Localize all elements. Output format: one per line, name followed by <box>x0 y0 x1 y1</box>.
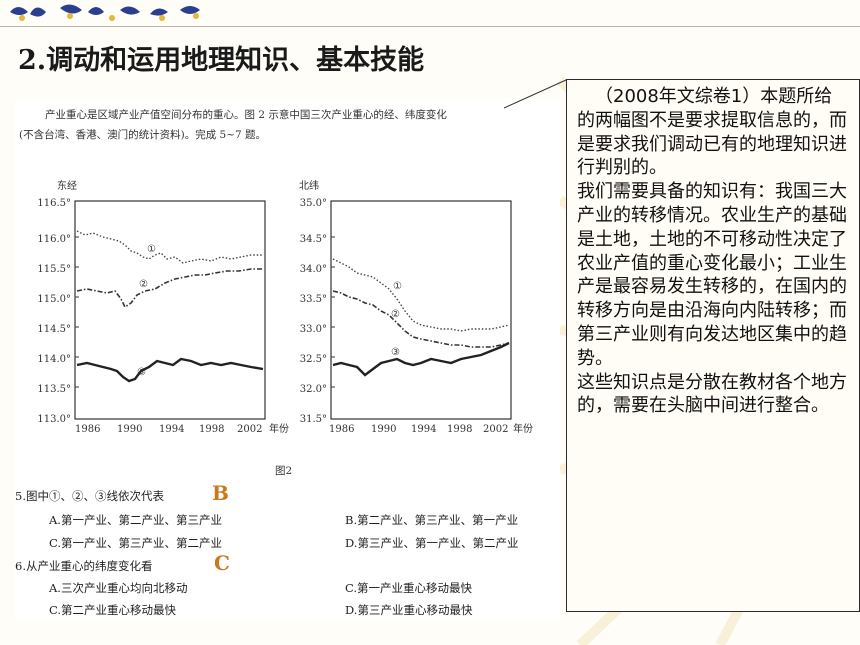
left-y-tick: 115.0° <box>37 294 71 305</box>
intro-line-1: 产业重心是区域产业产值空间分布的重心。图 2 示意中国三次产业重心的经、纬度变化 <box>45 109 447 121</box>
doc-intro: 产业重心是区域产业产值空间分布的重心。图 2 示意中国三次产业重心的经、纬度变化… <box>19 105 559 145</box>
right-y-tick: 34.5° <box>300 234 327 245</box>
left-marker-1: ① <box>147 244 156 255</box>
right-y-tick: 33.5° <box>300 294 327 305</box>
right-y-tick: 31.5° <box>300 414 327 425</box>
explanation-box: （2008年文综卷1）本题所给的两幅图不是要求提取信息的，而是要求我们调动已有的… <box>566 79 860 612</box>
left-x-tick: 1994 <box>159 424 184 435</box>
right-x-tick: 1986 <box>329 424 354 435</box>
right-marker-3: ③ <box>391 347 400 358</box>
intro-line-2: (不含台湾、香港、澳门的统计资料)。完成 5~7 题。 <box>19 129 267 141</box>
right-y-tick: 33.0° <box>300 324 327 335</box>
right-plot-frame <box>330 200 512 420</box>
q5-option-b: B.第二产业、第三产业、第一产业 <box>345 513 519 527</box>
q5-option-d: D.第三产业、第一产业、第二产业 <box>345 536 519 550</box>
left-plot-frame <box>74 200 266 420</box>
note-paragraph-1: （2008年文综卷1）本题所给的两幅图不是要求提取信息的，而是要求我们调动已有的… <box>577 86 847 179</box>
left-y-ticks: 116.5° 116.0° 115.5° 115.0° 114.5° 114.0… <box>37 198 71 425</box>
right-x-tick: 1990 <box>371 424 396 435</box>
q5-stem: 5.图中①、②、③线依次代表 <box>15 489 164 503</box>
left-y-tick: 113.0° <box>37 414 71 425</box>
left-y-tick: 116.0° <box>37 234 71 245</box>
left-y-tick: 114.5° <box>37 324 71 335</box>
q6-option-a: A.三次产业重心均向北移动 <box>49 581 188 595</box>
right-curve-2 <box>332 290 510 348</box>
left-curve-3 <box>76 357 264 383</box>
left-marker-3: ③ <box>137 367 146 378</box>
right-x-unit: 年份 <box>513 422 533 435</box>
right-x-tick: 1994 <box>411 424 436 435</box>
left-x-tick: 1998 <box>199 424 224 435</box>
right-marker-2: ② <box>391 309 400 320</box>
right-curve-1 <box>332 258 510 332</box>
right-y-ticks: 35.0° 34.5° 34.0° 33.5° 33.0° 32.5° 32.0… <box>300 198 327 425</box>
left-x-unit: 年份 <box>269 422 289 435</box>
q6-option-d: D.第三产业重心移动最快 <box>345 603 473 617</box>
left-y-tick: 115.5° <box>37 264 71 275</box>
left-curve-1 <box>76 230 263 264</box>
q5-answer: B <box>212 481 229 505</box>
right-x-tick: 2002 <box>483 424 508 435</box>
right-marker-1: ① <box>393 281 402 292</box>
note-paragraph-2: 我们需要具备的知识有：我国三大产业的转移情况。农业生产的基础是土地，土地的不可移… <box>577 181 847 369</box>
left-x-tick: 1986 <box>75 424 100 435</box>
left-marker-2: ② <box>139 279 148 290</box>
left-curve-2 <box>76 268 263 309</box>
right-x-ticks: 1986 1990 1994 1998 2002 年份 <box>329 422 533 435</box>
note-paragraph-3: 这些知识点是分散在教材各个地方的，需要在头脑中间进行整合。 <box>577 371 847 417</box>
figure-label: 图2 <box>275 465 293 477</box>
right-y-tick: 35.0° <box>300 198 327 209</box>
q5-option-a: A.第一产业、第二产业、第三产业 <box>49 513 222 527</box>
right-y-tick: 32.5° <box>300 354 327 365</box>
slide-title: 2.调动和运用地理知识、基本技能 <box>18 45 425 76</box>
left-x-ticks: 1986 1990 1994 1998 2002 年份 <box>75 422 289 435</box>
right-y-title: 北纬 <box>299 179 319 192</box>
left-chart: 东经 116.5° 116.0° 115.5° 115.0° 114.5° 11… <box>37 179 289 435</box>
q6-option-c: C.第一产业重心移动最快 <box>345 581 473 595</box>
left-x-tick: 1990 <box>117 424 142 435</box>
right-y-tick: 32.0° <box>300 384 327 395</box>
q5-option-c: C.第一产业、第三产业、第二产业 <box>49 536 223 550</box>
left-y-tick: 116.5° <box>37 198 71 209</box>
right-chart: 北纬 35.0° 34.5° 34.0° 33.5° 33.0° 32.5° 3… <box>299 179 533 435</box>
left-y-tick: 114.0° <box>37 354 71 365</box>
q6-stem: 6.从产业重心的纬度变化看 <box>15 559 153 573</box>
q6-answer: C <box>214 551 230 575</box>
decorative-header-ornament <box>10 4 200 21</box>
exam-document: 产业重心是区域产业产值空间分布的重心。图 2 示意中国三次产业重心的经、纬度变化… <box>15 99 560 621</box>
header-divider <box>0 26 860 27</box>
q6-option-c2: C.第二产业重心移动最快 <box>49 603 177 617</box>
right-curve-3 <box>332 341 510 377</box>
right-x-tick: 1998 <box>447 424 472 435</box>
left-y-tick: 113.5° <box>37 384 71 395</box>
left-y-title: 东经 <box>57 179 77 192</box>
left-x-tick: 2002 <box>237 424 262 435</box>
right-y-tick: 34.0° <box>300 264 327 275</box>
figure-2-charts: 东经 116.5° 116.0° 115.5° 115.0° 114.5° 11… <box>37 179 533 435</box>
